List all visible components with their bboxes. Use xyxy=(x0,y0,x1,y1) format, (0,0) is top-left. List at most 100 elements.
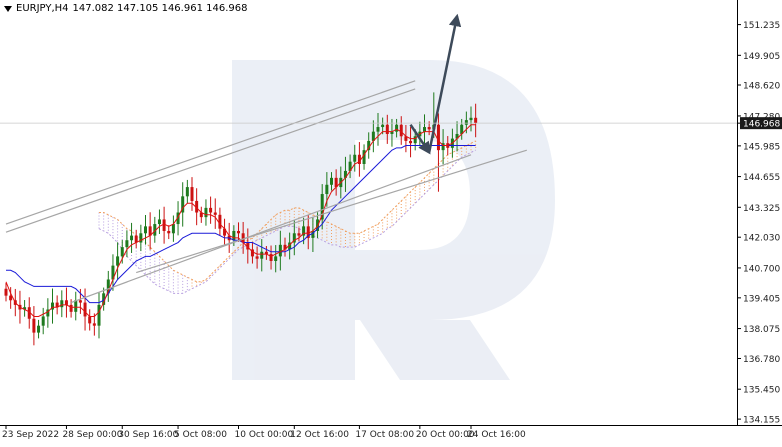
candle-body xyxy=(255,256,259,259)
candle-body xyxy=(213,212,217,215)
candle-body xyxy=(357,154,361,164)
time-tick-label: 24 Oct 16:00 xyxy=(467,430,526,440)
candle-body xyxy=(371,131,375,141)
candle-body xyxy=(181,196,185,213)
candle-body xyxy=(190,187,194,201)
candle xyxy=(274,245,278,273)
forecast-arrow-up xyxy=(427,13,462,153)
time-tick-label: 12 Oct 16:00 xyxy=(290,430,349,440)
candle xyxy=(106,270,110,302)
candle-body xyxy=(69,304,73,312)
candle-body xyxy=(334,177,338,188)
candle xyxy=(404,124,408,153)
candle xyxy=(288,232,292,260)
candle-body xyxy=(353,154,357,162)
candle-body xyxy=(297,233,301,236)
ticker-header: EURJPY,H4 147.082 147.105 146.961 146.96… xyxy=(4,3,247,14)
price-tick-label: 145.985 xyxy=(743,142,780,152)
candle-body xyxy=(218,214,222,229)
channel-lower-line xyxy=(70,154,472,304)
candle-body xyxy=(292,233,296,243)
price-tick-label: 149.905 xyxy=(743,52,780,62)
candle-body xyxy=(404,136,408,141)
candle xyxy=(9,287,13,309)
candle-body xyxy=(260,251,264,259)
candle-body xyxy=(27,307,31,319)
candle-body xyxy=(288,242,292,250)
candle-body xyxy=(195,200,199,213)
candle-body xyxy=(92,323,96,326)
candle-body xyxy=(51,302,54,310)
candle xyxy=(46,298,50,328)
candle xyxy=(348,154,352,179)
candle xyxy=(111,254,115,291)
candle xyxy=(185,179,189,204)
candle-body xyxy=(302,226,306,236)
candle xyxy=(83,288,87,331)
candle xyxy=(92,313,96,336)
candle-body xyxy=(32,318,36,333)
candle xyxy=(171,215,175,242)
candle-body xyxy=(37,325,41,333)
candle xyxy=(250,242,254,264)
candle-body xyxy=(348,161,352,171)
candle xyxy=(436,113,440,192)
candle xyxy=(204,199,208,226)
senkou-span-b xyxy=(98,149,476,294)
candle xyxy=(427,121,431,136)
candle xyxy=(4,282,8,302)
candle xyxy=(320,184,324,230)
watermark-logo xyxy=(232,60,555,380)
price-tick-label: 151.235 xyxy=(743,21,780,31)
candle xyxy=(423,114,426,145)
candle-body xyxy=(376,127,380,132)
candle-body xyxy=(88,316,92,324)
candle-body xyxy=(381,124,385,128)
candle-body xyxy=(9,295,13,301)
candle-body xyxy=(144,226,147,234)
candle xyxy=(157,209,161,234)
candle-body xyxy=(167,230,171,234)
dropdown-triangle-icon[interactable] xyxy=(4,5,12,12)
candle xyxy=(223,218,227,246)
price-tick-label: 135.450 xyxy=(743,386,780,396)
candle xyxy=(278,230,282,271)
candle xyxy=(409,126,413,158)
channel-lower-line-2 xyxy=(136,149,527,274)
candle-body xyxy=(436,124,440,151)
candle-body xyxy=(209,207,213,213)
candle-body xyxy=(4,288,8,296)
candle-body xyxy=(330,177,333,185)
candle-body xyxy=(241,233,245,243)
time-tick-label: 23 Sep 2022 xyxy=(2,430,59,440)
candle-body xyxy=(362,150,366,164)
candle-body xyxy=(204,207,208,218)
candle-body xyxy=(320,194,324,220)
candle xyxy=(134,229,138,249)
price-tick-label: 148.620 xyxy=(743,82,780,92)
channel-upper-line xyxy=(5,80,416,225)
candle xyxy=(125,230,129,258)
candle xyxy=(218,207,222,236)
candle-body xyxy=(343,170,347,178)
candle-body xyxy=(474,117,478,124)
candle xyxy=(199,206,203,223)
candle-body xyxy=(269,254,273,262)
candle xyxy=(51,288,54,324)
candle-body xyxy=(130,235,134,241)
candle xyxy=(269,245,273,270)
candle-body xyxy=(325,184,329,195)
watermark-r-leg xyxy=(360,320,510,380)
candle xyxy=(362,144,366,170)
candle xyxy=(367,132,371,159)
candle xyxy=(181,182,185,227)
candle-body xyxy=(41,316,45,326)
candle xyxy=(460,118,464,140)
candle xyxy=(176,201,180,236)
candle-body xyxy=(185,187,189,197)
candle xyxy=(27,297,31,329)
candle xyxy=(283,237,287,257)
time-tick-label: 20 Oct 00:00 xyxy=(416,430,475,440)
